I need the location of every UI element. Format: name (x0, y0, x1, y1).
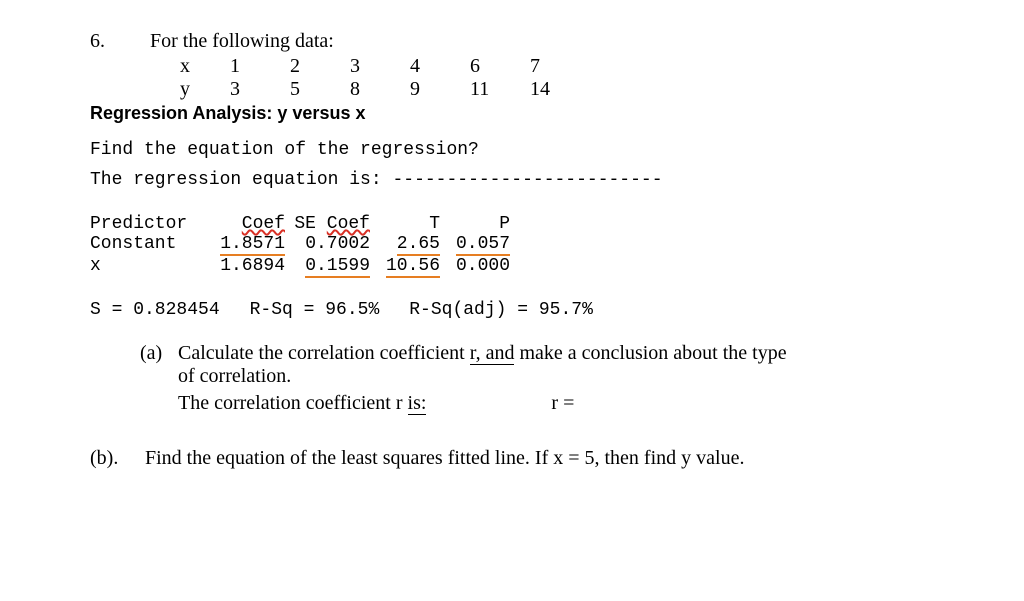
part-a-text-1: Calculate the correlation coefficient (178, 342, 470, 364)
x-value: 2 (290, 55, 350, 78)
constant-se-coef: 0.7002 (285, 234, 370, 256)
x-label: x (90, 256, 200, 278)
predictor-constant-row: Constant 1.8571 0.7002 2.65 0.057 (90, 234, 934, 256)
constant-p: 0.057 (440, 234, 510, 256)
x-p: 0.000 (440, 256, 510, 278)
part-b: (b). Find the equation of the least squa… (90, 447, 934, 470)
y-value: 3 (230, 78, 290, 101)
part-a: (a) Calculate the correlation coefficien… (140, 342, 934, 415)
header-p: P (440, 214, 510, 234)
is-underlined: is: (408, 392, 427, 415)
stat-rsq: R-Sq = 96.5% (250, 300, 380, 320)
y-value: 14 (530, 78, 590, 101)
correlation-text: The correlation coefficient r (178, 392, 408, 414)
y-value: 9 (410, 78, 470, 101)
find-equation-prompt: Find the equation of the regression? (90, 140, 934, 160)
question-number: 6. (90, 30, 120, 53)
stat-rsq-adj: R-Sq(adj) = 95.7% (409, 300, 593, 320)
question-header: 6. For the following data: (90, 30, 934, 53)
part-a-question: (a) Calculate the correlation coefficien… (140, 342, 934, 388)
y-label: y (180, 78, 230, 101)
data-row-x: x 1 2 3 4 6 7 (180, 55, 934, 78)
part-b-text: Find the equation of the least squares f… (145, 447, 744, 470)
y-value: 11 (470, 78, 530, 101)
x-coef: 1.6894 (200, 256, 285, 278)
r-equals: r = (551, 392, 574, 415)
header-se-coef: SE Coef (285, 214, 370, 234)
part-a-label: (a) (140, 342, 170, 388)
constant-label: Constant (90, 234, 200, 256)
predictor-x-row: x 1.6894 0.1599 10.56 0.000 (90, 256, 934, 278)
predictor-header-row: Predictor Coef SE Coef T P (90, 214, 934, 234)
x-value: 3 (350, 55, 410, 78)
part-b-label: (b). (90, 447, 125, 470)
stats-line: S = 0.828454 R-Sq = 96.5% R-Sq(adj) = 95… (90, 300, 934, 320)
x-value: 6 (470, 55, 530, 78)
stat-s: S = 0.828454 (90, 300, 220, 320)
data-table: x 1 2 3 4 6 7 y 3 5 8 9 11 14 (180, 55, 934, 101)
predictor-table: Predictor Coef SE Coef T P Constant 1.85… (90, 214, 934, 278)
part-a-content: Calculate the correlation coefficient r,… (178, 342, 934, 388)
regression-equation-label: The regression equation is: (90, 170, 382, 190)
y-value: 8 (350, 78, 410, 101)
regression-equation-line: The regression equation is: ------------… (90, 170, 934, 190)
correlation-line: The correlation coefficient r is: r = (178, 392, 934, 415)
x-label: x (180, 55, 230, 78)
question-prompt: For the following data: (150, 30, 334, 53)
constant-coef: 1.8571 (200, 234, 285, 256)
header-coef: Coef (200, 214, 285, 234)
x-value: 4 (410, 55, 470, 78)
part-a-text-3: of correlation. (178, 365, 934, 388)
data-row-y: y 3 5 8 9 11 14 (180, 78, 934, 101)
x-value: 1 (230, 55, 290, 78)
r-and-underlined: r, and (470, 342, 515, 365)
part-a-text-2: make a conclusion about the type (514, 342, 786, 364)
regression-analysis-title: Regression Analysis: y versus x (90, 103, 934, 124)
x-value: 7 (530, 55, 590, 78)
constant-t: 2.65 (370, 234, 440, 256)
header-t: T (370, 214, 440, 234)
blank-dashes: ------------------------- (392, 170, 662, 190)
header-predictor: Predictor (90, 214, 200, 234)
x-t: 10.56 (370, 256, 440, 278)
y-value: 5 (290, 78, 350, 101)
x-se-coef: 0.1599 (285, 256, 370, 278)
